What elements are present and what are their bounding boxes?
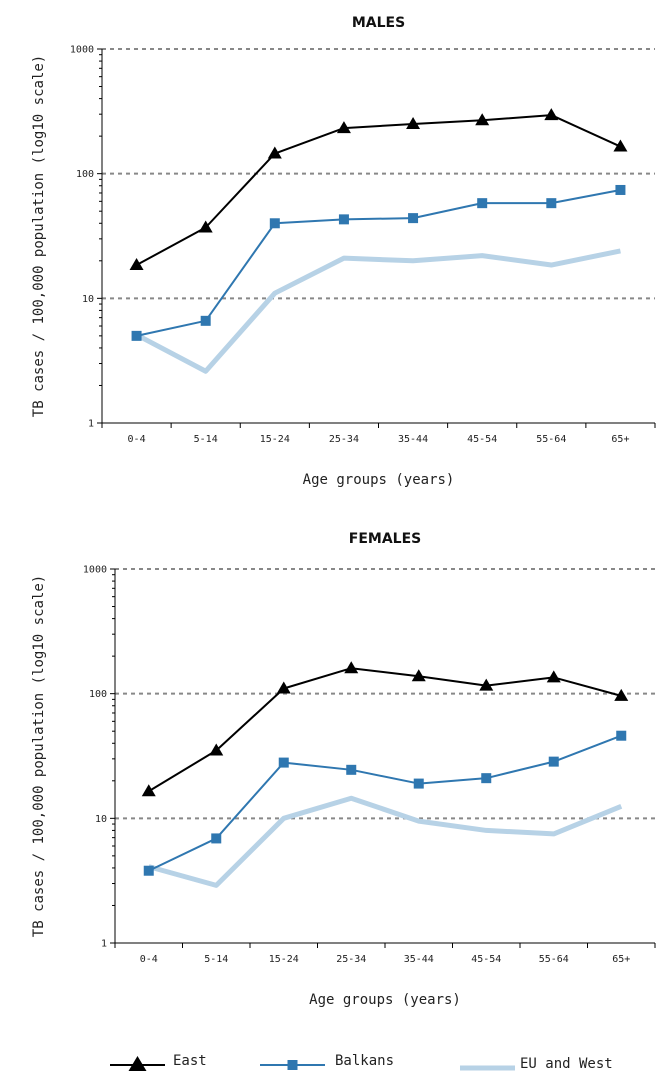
chart-title: MALES: [352, 15, 405, 31]
x-tick-label: 0-4: [140, 954, 158, 965]
data-point-east: [546, 670, 561, 683]
data-point-balkans: [131, 330, 142, 341]
data-point-east: [406, 117, 421, 130]
x-tick-label: 15-24: [260, 434, 290, 445]
x-tick-label: 55-64: [536, 434, 566, 445]
x-axis-label: Age groups (years): [303, 472, 455, 488]
x-tick-label: 5-14: [204, 954, 228, 965]
data-point-balkans: [548, 756, 559, 767]
data-point-east: [411, 669, 426, 682]
data-point-east: [544, 108, 559, 121]
data-point-balkans: [477, 198, 488, 209]
data-point-east: [209, 743, 224, 756]
data-point-balkans: [338, 214, 349, 225]
data-point-balkans: [616, 730, 627, 741]
x-axis-label: Age groups (years): [309, 992, 461, 1008]
data-point-balkans: [408, 213, 419, 224]
series-line-balkans: [148, 734, 622, 872]
y-tick-label: 100: [76, 169, 94, 180]
x-tick-label: 0-4: [128, 434, 146, 445]
data-point-balkans: [413, 778, 424, 789]
data-point-east: [475, 113, 490, 126]
x-tick-label: 65+: [612, 954, 630, 965]
x-tick-label: 35-44: [404, 954, 434, 965]
data-point-east: [336, 121, 351, 134]
y-tick-label: 100: [89, 689, 107, 700]
legend-label: Balkans: [335, 1053, 394, 1069]
x-tick-label: 65+: [611, 434, 629, 445]
legend-triangle-icon: [128, 1056, 147, 1071]
x-tick-label: 55-64: [539, 954, 569, 965]
y-tick-label: 10: [82, 294, 94, 305]
legend: East Balkans EU and West: [110, 1053, 613, 1072]
data-point-east: [479, 678, 494, 691]
data-point-balkans: [346, 764, 357, 775]
chart-panel-males: MALES 1 10 100 1000 0-4 5-14 15-24 25-34 35-44 45-…: [31, 15, 656, 488]
series-line-eu-west: [135, 248, 621, 374]
y-tick-label: 1000: [70, 45, 94, 56]
data-point-east: [267, 146, 282, 159]
series-line-east: [148, 667, 622, 793]
legend-item-east: East: [110, 1053, 207, 1071]
chart-title: FEMALES: [349, 531, 421, 547]
x-tick-label: 45-54: [467, 434, 497, 445]
series-line-balkans: [136, 188, 621, 337]
legend-label: EU and West: [520, 1056, 613, 1072]
x-tick-label: 25-34: [329, 434, 359, 445]
data-point-east: [141, 784, 156, 797]
x-tick-label: 25-34: [336, 954, 366, 965]
data-point-east: [276, 681, 291, 694]
x-tick-label: 15-24: [269, 954, 299, 965]
y-tick-label: 10: [95, 814, 107, 825]
data-point-east: [198, 220, 213, 233]
x-tick-label: 45-54: [471, 954, 501, 965]
legend-label: East: [173, 1053, 207, 1069]
data-point-east: [613, 139, 628, 152]
y-tick-label: 1000: [83, 565, 107, 576]
data-point-balkans: [546, 198, 557, 209]
x-tick-label: 5-14: [194, 434, 218, 445]
y-axis-label: TB cases / 100,000 population (log10 sca…: [31, 575, 47, 937]
data-point-balkans: [143, 865, 154, 876]
data-point-east: [129, 258, 144, 271]
legend-item-balkans: Balkans: [260, 1053, 394, 1070]
y-axis-label: TB cases / 100,000 population (log10 sca…: [31, 55, 47, 417]
series-line-eu-west: [148, 795, 623, 888]
y-tick-label: 1: [88, 419, 94, 430]
legend-item-eu-west: EU and West: [460, 1056, 613, 1072]
y-tick-label: 1: [101, 939, 107, 950]
legend-square-icon: [287, 1060, 298, 1070]
data-point-east: [614, 688, 629, 701]
data-point-balkans: [200, 315, 211, 326]
data-point-balkans: [211, 833, 222, 844]
data-point-balkans: [615, 184, 626, 195]
data-point-balkans: [278, 757, 289, 768]
data-point-east: [344, 661, 359, 674]
chart-panel-females: FEMALES 1 10 100 1000 0-4 5-14 15-24 25-34 35-44 4…: [31, 531, 656, 1008]
data-point-balkans: [269, 218, 280, 229]
series-line-east: [136, 114, 621, 266]
x-tick-label: 35-44: [398, 434, 428, 445]
data-point-balkans: [481, 773, 492, 784]
